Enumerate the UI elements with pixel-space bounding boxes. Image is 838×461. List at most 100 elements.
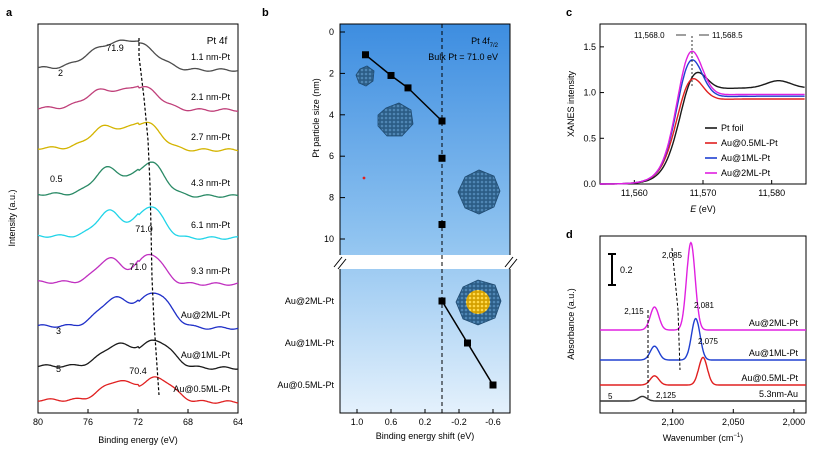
panel-b-xtick-label: 1.0 <box>351 417 364 427</box>
panel-c-ytick-label: 0.5 <box>583 133 596 143</box>
panel-c-xtick-label: 11,570 <box>690 188 717 198</box>
xps-label-1-1-nm-pt: 1.1 nm-Pt <box>191 52 231 62</box>
xps-curve-au-2ml-pt <box>37 292 239 330</box>
legend-label-au-1ml-pt: Au@1ML-Pt <box>721 153 771 163</box>
xanes-curve-pt-foil <box>600 71 805 185</box>
panel-a-xtick-label: 72 <box>133 417 143 427</box>
panel-a-xtick-label: 76 <box>83 417 93 427</box>
coreshell-point-au-0-5ml-pt <box>489 381 497 389</box>
xanes-curve-au-2ml-pt <box>600 50 805 185</box>
panel-b-annotation-bulk: Bulk Pt = 71.0 eV <box>428 52 498 62</box>
scale-bar <box>608 253 616 286</box>
ir-label-5-3nm-au: 5.3nm-Au <box>759 389 798 399</box>
panel-b-xlabel: Binding energy shift (eV) <box>376 431 475 441</box>
panel-a-xlabel: Binding energy (eV) <box>98 435 178 445</box>
panel-a-xtick-label: 64 <box>233 417 243 427</box>
panel-b-xtick-label: 0.6 <box>385 417 398 427</box>
axis-break-marks <box>333 256 518 270</box>
panel-c-xtick-label: 11,580 <box>758 188 785 198</box>
size-point-2 <box>404 84 412 92</box>
panel-a: a Pt 4f Intensity (a.u.) Binding energy … <box>6 7 243 445</box>
ir-curve-au-0-5ml-pt <box>600 356 806 386</box>
panel-c-ylabel: XANES intensity <box>566 70 576 137</box>
nanoparticle-medium-illustration <box>377 102 414 137</box>
xps-label-au-2ml-pt: Au@2ML-Pt <box>181 310 231 320</box>
panel-b-ytick-label: 6 <box>329 151 334 161</box>
ir-label-au-2ml-pt: Au@2ML-Pt <box>749 318 799 328</box>
axis-break-gap <box>330 255 520 269</box>
ir-label-au-0-5ml-pt: Au@0.5ML-Pt <box>741 373 798 383</box>
category-label-au-1ml-pt: Au@1ML-Pt <box>285 338 335 348</box>
panel-c-letter: c <box>566 7 572 19</box>
xps-curve-au-1ml-pt <box>37 339 239 370</box>
edge-label-11568-0: 11,568.0 <box>634 31 665 40</box>
panel-c-ytick-label: 1.5 <box>583 42 596 52</box>
peak-label-2125: 2,125 <box>656 391 677 400</box>
coreshell-point-au-2ml-pt <box>438 297 446 305</box>
category-label-au-0-5ml-pt: Au@0.5ML-Pt <box>277 380 334 390</box>
panel-b-ylabel: Pt particle size (nm) <box>311 78 321 158</box>
panel-b: b Pt 4f7/2 Bulk Pt = 71.0 eV Pt particle… <box>262 7 520 441</box>
scale-factor-5: 5 <box>56 364 61 374</box>
panel-b-annotation-title: Pt 4f7/2 <box>471 36 499 49</box>
panel-c-ytick-label: 0.0 <box>583 179 596 189</box>
guide-shifted-peaks <box>671 247 681 371</box>
panel-d-xtick-label: 2,100 <box>661 417 684 427</box>
ir-curve-au-2ml-pt <box>600 241 806 331</box>
peak-label-2085: 2,085 <box>662 251 683 260</box>
scale-bar-label: 0.2 <box>620 265 633 275</box>
size-point-5 <box>438 221 446 229</box>
panel-b-ytick-label: 8 <box>329 193 334 203</box>
panel-c-ytick-label: 1.0 <box>583 88 596 98</box>
xps-curve-6-1-nm-pt <box>37 206 238 240</box>
peak-label-2081: 2,081 <box>694 301 715 310</box>
panel-d-xlabel: Wavenumber (cm−1) <box>663 433 744 443</box>
size-point-0 <box>362 51 369 59</box>
coreshell-point-au-1ml-pt <box>464 339 471 347</box>
scale-factor-3: 3 <box>56 326 61 336</box>
legend-label-pt-foil: Pt foil <box>721 123 744 133</box>
xanes-curve-au-1ml-pt <box>600 59 805 185</box>
panel-a-letter: a <box>6 7 13 19</box>
gold-core-illustration <box>466 290 490 314</box>
xps-label-au-0-5ml-pt: Au@0.5ML-Pt <box>173 384 230 394</box>
panel-d: d Absorbance (a.u.) Wavenumber (cm−1) 0.… <box>566 229 807 443</box>
xps-label-2-1-nm-pt: 2.1 nm-Pt <box>191 92 231 102</box>
panel-b-ytick-label: 10 <box>324 234 334 244</box>
panel-b-xtick-label: -0.6 <box>485 417 501 427</box>
nanoparticle-small-illustration <box>355 65 375 87</box>
panel-a-title: Pt 4f <box>207 36 228 47</box>
xps-label-6-1-nm-pt: 6.1 nm-Pt <box>191 220 231 230</box>
panel-b-ytick-label: 0 <box>329 27 334 37</box>
category-label-au-2ml-pt: Au@2ML-Pt <box>285 296 335 306</box>
xps-curve-2-1-nm-pt <box>37 85 238 112</box>
legend-label-au-0-5ml-pt: Au@0.5ML-Pt <box>721 138 778 148</box>
panel-b-background <box>340 24 510 413</box>
panel-d-ylabel: Absorbance (a.u.) <box>566 288 576 360</box>
panel-b-ytick-label: 2 <box>329 68 334 78</box>
panel-d-letter: d <box>566 229 573 241</box>
legend-label-au-2ml-pt: Au@2ML-Pt <box>721 168 771 178</box>
panel-d-frame <box>599 235 807 414</box>
xps-curve-au-0-5ml-pt <box>37 376 239 404</box>
panel-a-ylabel: Intensity (a.u.) <box>7 189 17 246</box>
edge-label-11568-5: 11,568.5 <box>712 31 743 40</box>
panel-b-ytick-label: 4 <box>329 110 334 120</box>
xps-label-9-3-nm-pt: 9.3 nm-Pt <box>191 266 231 276</box>
xps-curve-9-3-nm-pt <box>38 253 239 286</box>
peak-label-71-0-a: 71.0 <box>135 224 153 234</box>
ir-curve-5-3nm-au <box>600 395 806 402</box>
xps-curve-1-1-nm-pt <box>37 39 239 72</box>
panel-c-xtick-label: 11,560 <box>621 188 648 198</box>
size-point-3 <box>438 117 446 125</box>
size-point-1 <box>387 71 395 79</box>
panel-a-peak-guide <box>138 38 160 396</box>
red-dot-marker <box>362 176 366 180</box>
size-trend-line <box>365 54 443 122</box>
panel-c-frame <box>599 23 807 185</box>
size-point-4 <box>438 154 446 162</box>
panel-a-xtick-label: 68 <box>183 417 193 427</box>
panel-a-xtick-label: 80 <box>33 417 43 427</box>
panel-c: c XANES intensity E (eV) 11,560 11,570 11,… <box>566 7 807 214</box>
